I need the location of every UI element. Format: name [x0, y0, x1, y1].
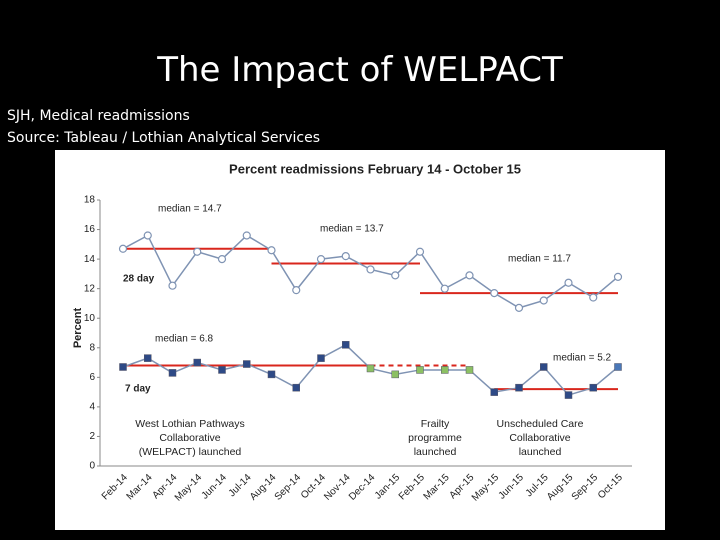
annotation: Collaborative [509, 432, 570, 444]
data-point [490, 289, 499, 298]
y-tick-label: 10 [84, 313, 96, 324]
data-point [589, 383, 597, 392]
annotation: launched [519, 446, 562, 458]
annotation: Collaborative [159, 432, 220, 444]
data-point [465, 271, 474, 280]
data-point [143, 231, 152, 240]
annotation: West Lothian Pathways [135, 418, 245, 430]
data-point [168, 369, 177, 377]
data-point [416, 366, 424, 374]
data-point [342, 341, 350, 349]
data-point [218, 366, 226, 374]
data-point [391, 271, 400, 280]
data-point [589, 293, 598, 302]
data-point [316, 255, 326, 264]
data-point [564, 278, 573, 287]
slide-title: The Impact of WELPACT [157, 50, 563, 90]
annotation: Unscheduled Care [497, 418, 584, 430]
data-point [193, 358, 201, 367]
data-point [366, 265, 375, 274]
data-point [119, 363, 127, 371]
median-label: median = 13.7 [320, 224, 384, 235]
y-tick-label: 0 [89, 461, 95, 472]
data-point [292, 383, 300, 392]
data-point [613, 272, 623, 281]
data-point [193, 247, 202, 256]
data-point [292, 286, 301, 295]
data-point [415, 247, 425, 256]
annotation: launched [414, 446, 457, 458]
series-label: 7 day [125, 384, 151, 395]
data-point [490, 388, 498, 396]
y-axis-label: Percent [72, 307, 84, 348]
data-point [267, 246, 276, 255]
data-point [441, 366, 449, 374]
chart: Percent readmissions February 14 - Octob… [55, 150, 665, 530]
median-label: median = 6.8 [155, 334, 214, 345]
subtitle: Source: Tableau / Lothian Analytical Ser… [7, 130, 321, 146]
data-point [168, 281, 177, 290]
data-point [539, 296, 548, 305]
data-point [391, 370, 399, 379]
annotation: (WELPACT) launched [139, 446, 242, 458]
data-point [540, 363, 548, 371]
median-label: median = 14.7 [158, 204, 222, 215]
median-label: median = 11.7 [508, 254, 571, 265]
annotation: programme [408, 432, 462, 444]
data-point [564, 391, 573, 399]
data-point [317, 354, 325, 362]
data-point [341, 252, 350, 261]
data-point [614, 363, 622, 371]
data-point [118, 244, 128, 253]
subtitle: SJH, Medical readmissions [7, 108, 190, 124]
data-point [267, 370, 276, 379]
data-point [144, 354, 152, 362]
data-point [465, 366, 474, 374]
chart-background [55, 150, 665, 530]
median-label: median = 5.2 [553, 353, 612, 364]
data-point [243, 360, 251, 368]
y-tick-label: 18 [84, 195, 96, 206]
series-label: 28 day [123, 274, 155, 285]
data-point [514, 303, 524, 312]
data-point [515, 383, 523, 392]
chart-title: Percent readmissions February 14 - Octob… [229, 161, 521, 176]
y-tick-label: 12 [84, 283, 96, 294]
data-point [440, 284, 449, 293]
annotation: Frailty [421, 418, 450, 430]
y-tick-label: 16 [84, 224, 96, 235]
data-point [217, 255, 227, 264]
y-tick-label: 6 [89, 372, 95, 383]
y-tick-label: 4 [89, 402, 95, 413]
data-point [242, 231, 251, 240]
y-tick-label: 14 [84, 254, 96, 265]
y-tick-label: 8 [89, 342, 95, 353]
data-point [366, 364, 375, 373]
y-tick-label: 2 [89, 431, 95, 442]
